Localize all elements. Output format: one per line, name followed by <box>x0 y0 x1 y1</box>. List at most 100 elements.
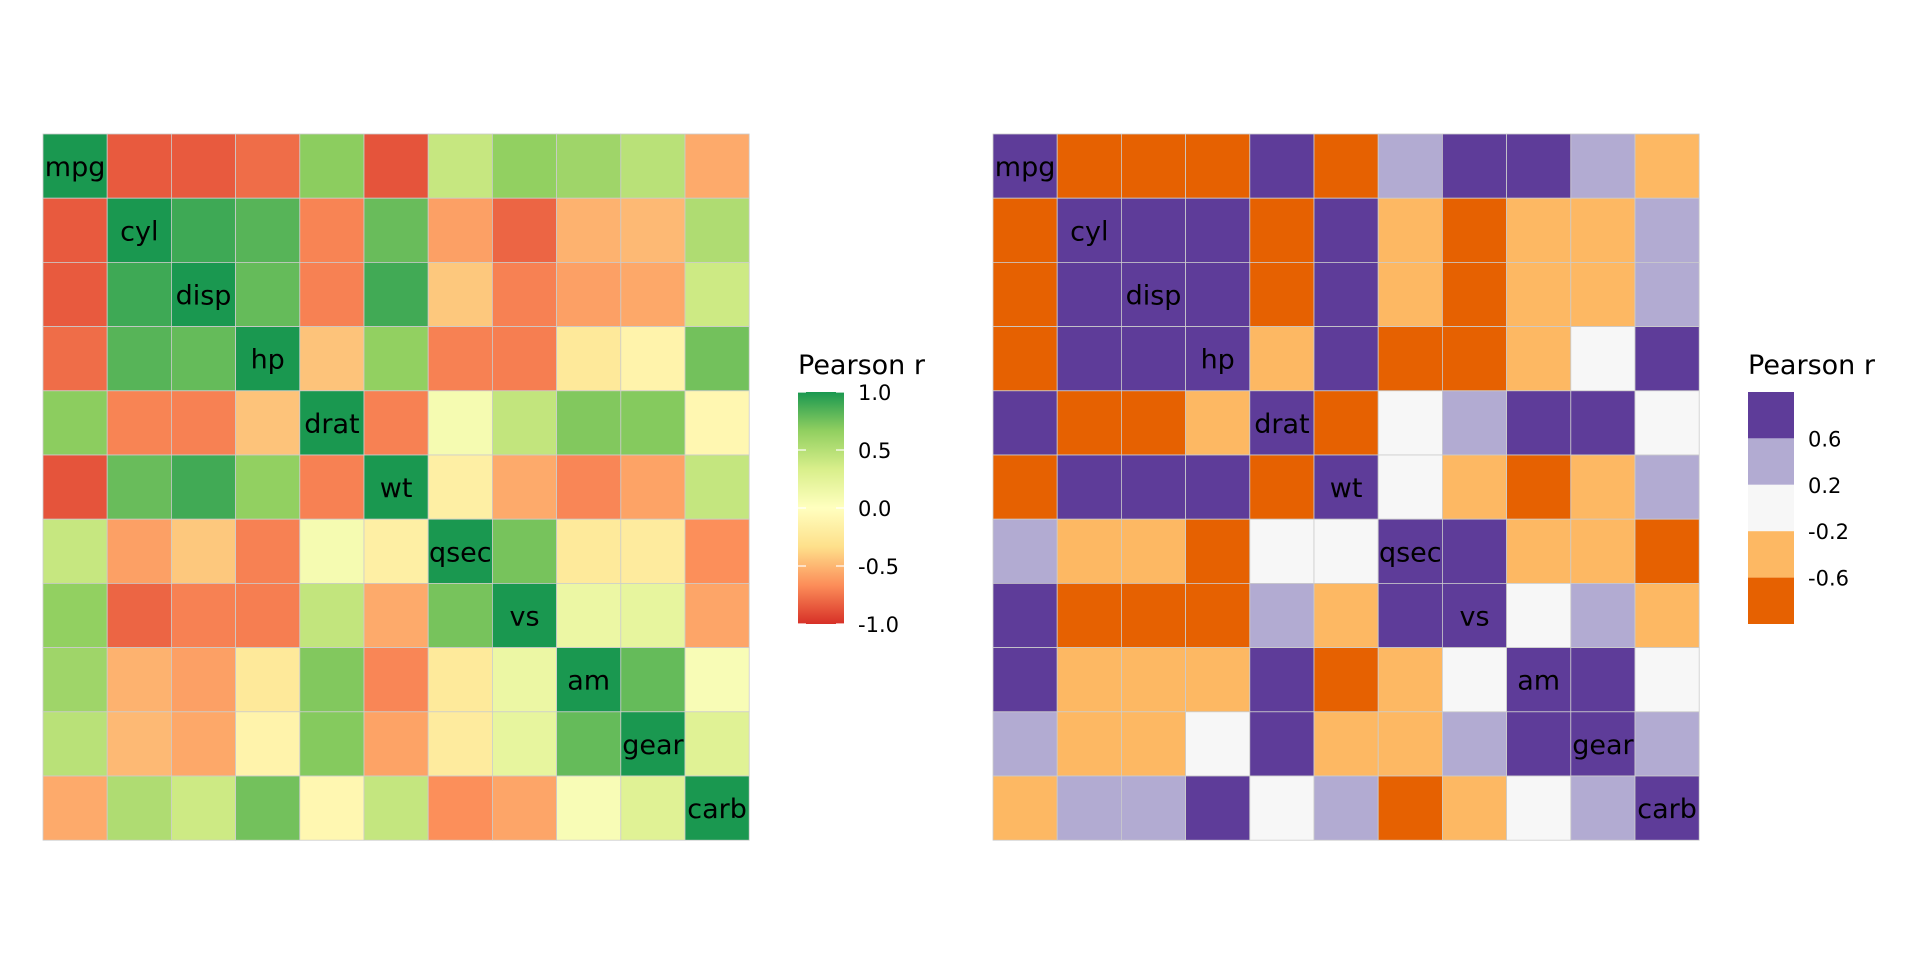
heatmap-cell-drat-hp <box>1185 390 1251 456</box>
heatmap-cell-drat-carb <box>1634 390 1700 456</box>
heatmap-cell-mpg-mpg <box>42 133 108 199</box>
heatmap-cell-gear-hp <box>235 711 301 777</box>
heatmap-cell-hp-qsec <box>1377 326 1443 392</box>
heatmap-cell-vs-mpg <box>42 583 108 649</box>
heatmap-cell-drat-qsec <box>1377 390 1443 456</box>
heatmap-cell-disp-am <box>1506 261 1572 327</box>
heatmap-cell-am-qsec <box>1377 647 1443 713</box>
heatmap-cell-hp-hp <box>235 326 301 392</box>
legend-tick-label: -0.2 <box>1808 520 1849 544</box>
diag-label-gear: gear <box>1572 730 1634 761</box>
heatmap-cell-hp-hp <box>1185 326 1251 392</box>
heatmap-cell-carb-qsec <box>427 775 493 841</box>
heatmap-cell-cyl-am <box>556 197 622 263</box>
heatmap-cell-wt-wt <box>363 454 429 520</box>
diag-label-disp: disp <box>1126 281 1182 312</box>
heatmap-cell-am-am <box>556 647 622 713</box>
heatmap-cell-gear-mpg <box>42 711 108 777</box>
heatmap-cell-mpg-drat <box>1249 133 1315 199</box>
heatmap-cell-qsec-qsec <box>1377 518 1443 584</box>
heatmap-cell-cyl-hp <box>1185 197 1251 263</box>
heatmap-cell-disp-disp <box>1121 261 1187 327</box>
heatmap-cell-hp-disp <box>170 326 236 392</box>
heatmap-cell-vs-disp <box>170 583 236 649</box>
legend-tick-label: 0.2 <box>1808 474 1841 498</box>
heatmap-cell-vs-gear <box>1570 583 1636 649</box>
heatmap-cell-wt-hp <box>1185 454 1251 520</box>
heatmap-cell-mpg-carb <box>1634 133 1700 199</box>
heatmap-cell-qsec-am <box>556 518 622 584</box>
heatmap-cell-disp-am <box>556 261 622 327</box>
heatmap-cell-hp-am <box>556 326 622 392</box>
heatmap-cell-am-drat <box>299 647 365 713</box>
heatmap-cell-gear-mpg <box>992 711 1058 777</box>
heatmap-cell-cyl-wt <box>1313 197 1379 263</box>
heatmap-cell-gear-hp <box>1185 711 1251 777</box>
diag-label-hp: hp <box>251 345 285 376</box>
heatmap-cell-am-vs <box>1442 647 1508 713</box>
heatmap-cell-vs-qsec <box>1377 583 1443 649</box>
heatmap-cell-drat-mpg <box>42 390 108 456</box>
heatmap-cell-cyl-hp <box>235 197 301 263</box>
heatmap-cell-gear-carb <box>684 711 750 777</box>
heatmap-cell-carb-qsec <box>1377 775 1443 841</box>
heatmap-cells <box>42 133 750 841</box>
heatmap-cell-disp-disp <box>170 261 236 327</box>
heatmap-cell-am-gear <box>1570 647 1636 713</box>
legend-key <box>1748 577 1794 624</box>
heatmap-cell-am-gear <box>620 647 686 713</box>
heatmap-cell-mpg-vs <box>1442 133 1508 199</box>
heatmap-cell-disp-qsec <box>427 261 493 327</box>
heatmap-cell-hp-gear <box>620 326 686 392</box>
heatmap-cell-cyl-gear <box>620 197 686 263</box>
heatmap-cell-carb-wt <box>1313 775 1379 841</box>
heatmap-cell-carb-vs <box>491 775 557 841</box>
heatmap-cell-qsec-qsec <box>427 518 493 584</box>
heatmap-cell-mpg-drat <box>299 133 365 199</box>
diag-label-am: am <box>1517 666 1560 697</box>
heatmap-cell-hp-cyl <box>1056 326 1122 392</box>
heatmap-cell-gear-carb <box>1634 711 1700 777</box>
heatmap-cell-drat-vs <box>491 390 557 456</box>
heatmap-cell-gear-drat <box>1249 711 1315 777</box>
legend-key <box>1748 484 1794 532</box>
heatmap-cell-wt-hp <box>235 454 301 520</box>
diag-label-cyl: cyl <box>1070 216 1108 247</box>
diag-label-hp: hp <box>1201 345 1235 376</box>
heatmap-cell-gear-vs <box>491 711 557 777</box>
heatmap-cell-cyl-gear <box>1570 197 1636 263</box>
heatmap-cell-cyl-qsec <box>1377 197 1443 263</box>
heatmap-cell-cyl-qsec <box>427 197 493 263</box>
diag-label-vs: vs <box>509 602 539 633</box>
heatmap-cell-wt-cyl <box>1056 454 1122 520</box>
heatmap-cell-carb-hp <box>1185 775 1251 841</box>
heatmap-cell-vs-wt <box>1313 583 1379 649</box>
diag-label-drat: drat <box>1254 409 1309 440</box>
heatmap-cell-gear-qsec <box>427 711 493 777</box>
heatmap-cell-hp-cyl <box>106 326 172 392</box>
heatmap-cell-drat-gear <box>1570 390 1636 456</box>
heatmap-cell-carb-mpg <box>42 775 108 841</box>
heatmap-cell-hp-drat <box>1249 326 1315 392</box>
legend-key <box>1748 392 1794 439</box>
diag-label-mpg: mpg <box>45 152 106 183</box>
heatmap-cell-wt-vs <box>491 454 557 520</box>
heatmap-cell-hp-wt <box>1313 326 1379 392</box>
heatmap-cell-drat-carb <box>684 390 750 456</box>
heatmap-cell-vs-mpg <box>992 583 1058 649</box>
heatmap-cell-gear-am <box>1506 711 1572 777</box>
heatmap-cell-wt-qsec <box>427 454 493 520</box>
heatmap-cell-carb-vs <box>1442 775 1508 841</box>
heatmap-cell-qsec-drat <box>1249 518 1315 584</box>
heatmap-cell-qsec-drat <box>299 518 365 584</box>
legend-ticks: 0.6 0.2 -0.2 -0.6 <box>1808 427 1849 590</box>
heatmap-cell-qsec-mpg <box>992 518 1058 584</box>
heatmap-cell-carb-gear <box>620 775 686 841</box>
heatmap-continuous: mpg cyl disp hp drat wt qsec vs am gear carb <box>42 133 750 841</box>
heatmap-cell-qsec-gear <box>620 518 686 584</box>
heatmap-cell-disp-drat <box>1249 261 1315 327</box>
heatmap-cell-vs-cyl <box>1056 583 1122 649</box>
heatmap-cell-vs-carb <box>684 583 750 649</box>
heatmap-cell-wt-cyl <box>106 454 172 520</box>
